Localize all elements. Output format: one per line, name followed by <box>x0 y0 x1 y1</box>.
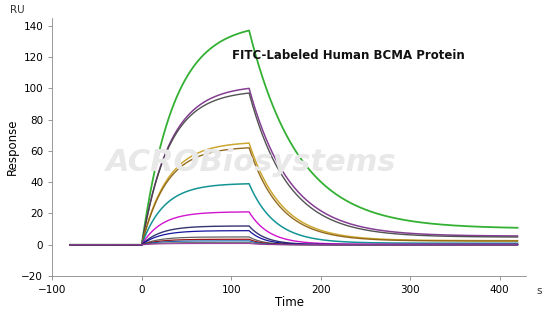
Text: s: s <box>536 286 542 296</box>
Text: RU: RU <box>9 5 24 15</box>
X-axis label: Time: Time <box>275 296 304 309</box>
Y-axis label: Response: Response <box>5 119 19 175</box>
Text: FITC-Labeled Human BCMA Protein: FITC-Labeled Human BCMA Protein <box>233 49 465 62</box>
Text: ACROBiosystems: ACROBiosystems <box>106 148 397 177</box>
